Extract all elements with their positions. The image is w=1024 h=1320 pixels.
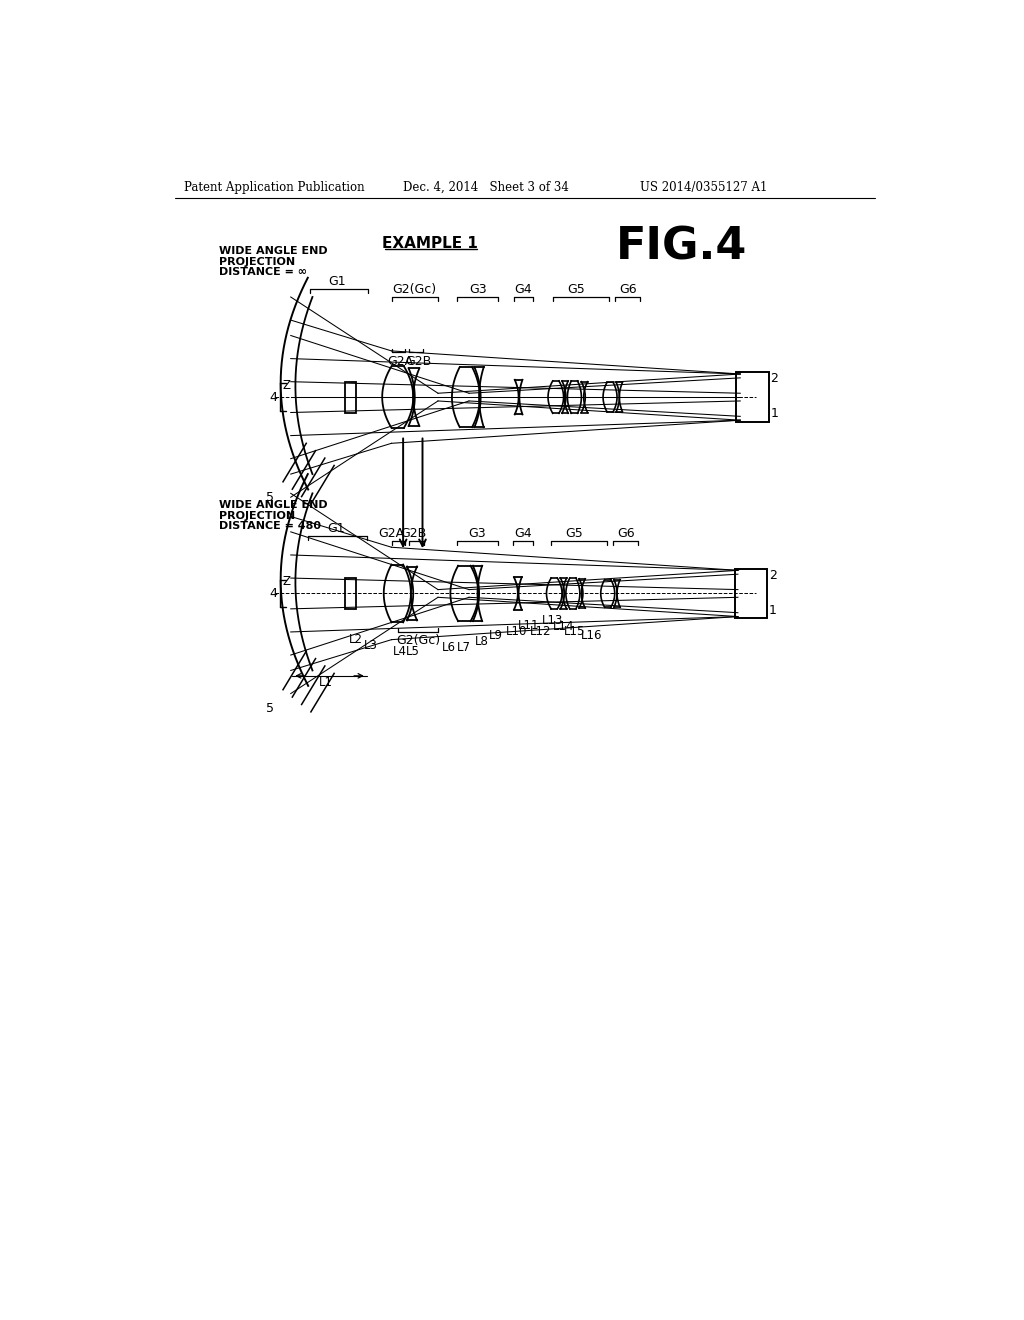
Text: 5: 5	[265, 702, 273, 715]
Text: L8: L8	[475, 635, 489, 648]
Text: 5: 5	[265, 491, 273, 504]
Text: L3: L3	[364, 639, 378, 652]
Text: G4: G4	[514, 282, 532, 296]
Text: Z: Z	[283, 576, 291, 589]
Text: WIDE ANGLE END: WIDE ANGLE END	[219, 500, 328, 510]
Text: WIDE ANGLE END: WIDE ANGLE END	[219, 246, 328, 256]
Text: L2: L2	[349, 634, 362, 647]
Text: L14: L14	[553, 620, 574, 634]
Bar	[345, 578, 356, 609]
Text: L10: L10	[506, 624, 527, 638]
Text: G4: G4	[514, 527, 532, 540]
Text: Z: Z	[283, 379, 291, 392]
Text: 4: 4	[269, 587, 278, 601]
Text: L4: L4	[393, 644, 408, 657]
Text: L6: L6	[442, 640, 456, 653]
Text: L1: L1	[318, 676, 333, 689]
Text: G2(Gc): G2(Gc)	[392, 282, 437, 296]
Text: L13: L13	[542, 614, 563, 627]
Text: 2: 2	[769, 569, 777, 582]
Text: G6: G6	[620, 282, 637, 296]
Text: G1: G1	[327, 521, 344, 535]
Text: PROJECTION: PROJECTION	[219, 511, 296, 520]
Text: 1: 1	[770, 407, 778, 420]
Text: L9: L9	[488, 630, 503, 643]
Text: L12: L12	[529, 624, 551, 638]
Text: L16: L16	[582, 630, 603, 643]
Text: L5: L5	[406, 644, 419, 657]
Text: 1: 1	[769, 603, 777, 616]
Text: G2(Gc): G2(Gc)	[396, 634, 440, 647]
Bar	[736, 372, 769, 422]
Text: G2B: G2B	[400, 527, 426, 540]
Text: G2B: G2B	[406, 355, 432, 368]
Text: 2: 2	[770, 372, 778, 385]
Text: DISTANCE = 480: DISTANCE = 480	[219, 521, 322, 532]
Bar	[735, 569, 767, 618]
Text: 4: 4	[269, 391, 278, 404]
Text: G5: G5	[565, 527, 584, 540]
Text: Patent Application Publication: Patent Application Publication	[183, 181, 365, 194]
Text: L15: L15	[564, 624, 586, 638]
Text: L11: L11	[518, 619, 540, 631]
Text: PROJECTION: PROJECTION	[219, 256, 296, 267]
Text: US 2014/0355127 A1: US 2014/0355127 A1	[640, 181, 767, 194]
Text: G3: G3	[468, 527, 485, 540]
Text: Dec. 4, 2014   Sheet 3 of 34: Dec. 4, 2014 Sheet 3 of 34	[403, 181, 569, 194]
Text: DISTANCE = ∞: DISTANCE = ∞	[219, 268, 307, 277]
Text: G2A: G2A	[379, 527, 404, 540]
Text: G2A: G2A	[388, 355, 414, 368]
Text: G6: G6	[617, 527, 635, 540]
Bar	[345, 381, 356, 412]
Text: L7: L7	[457, 640, 471, 653]
Text: G5: G5	[567, 282, 585, 296]
Text: G3: G3	[469, 282, 487, 296]
Text: EXAMPLE 1: EXAMPLE 1	[382, 235, 478, 251]
Text: FIG.4: FIG.4	[616, 226, 748, 268]
Text: G1: G1	[329, 275, 346, 288]
